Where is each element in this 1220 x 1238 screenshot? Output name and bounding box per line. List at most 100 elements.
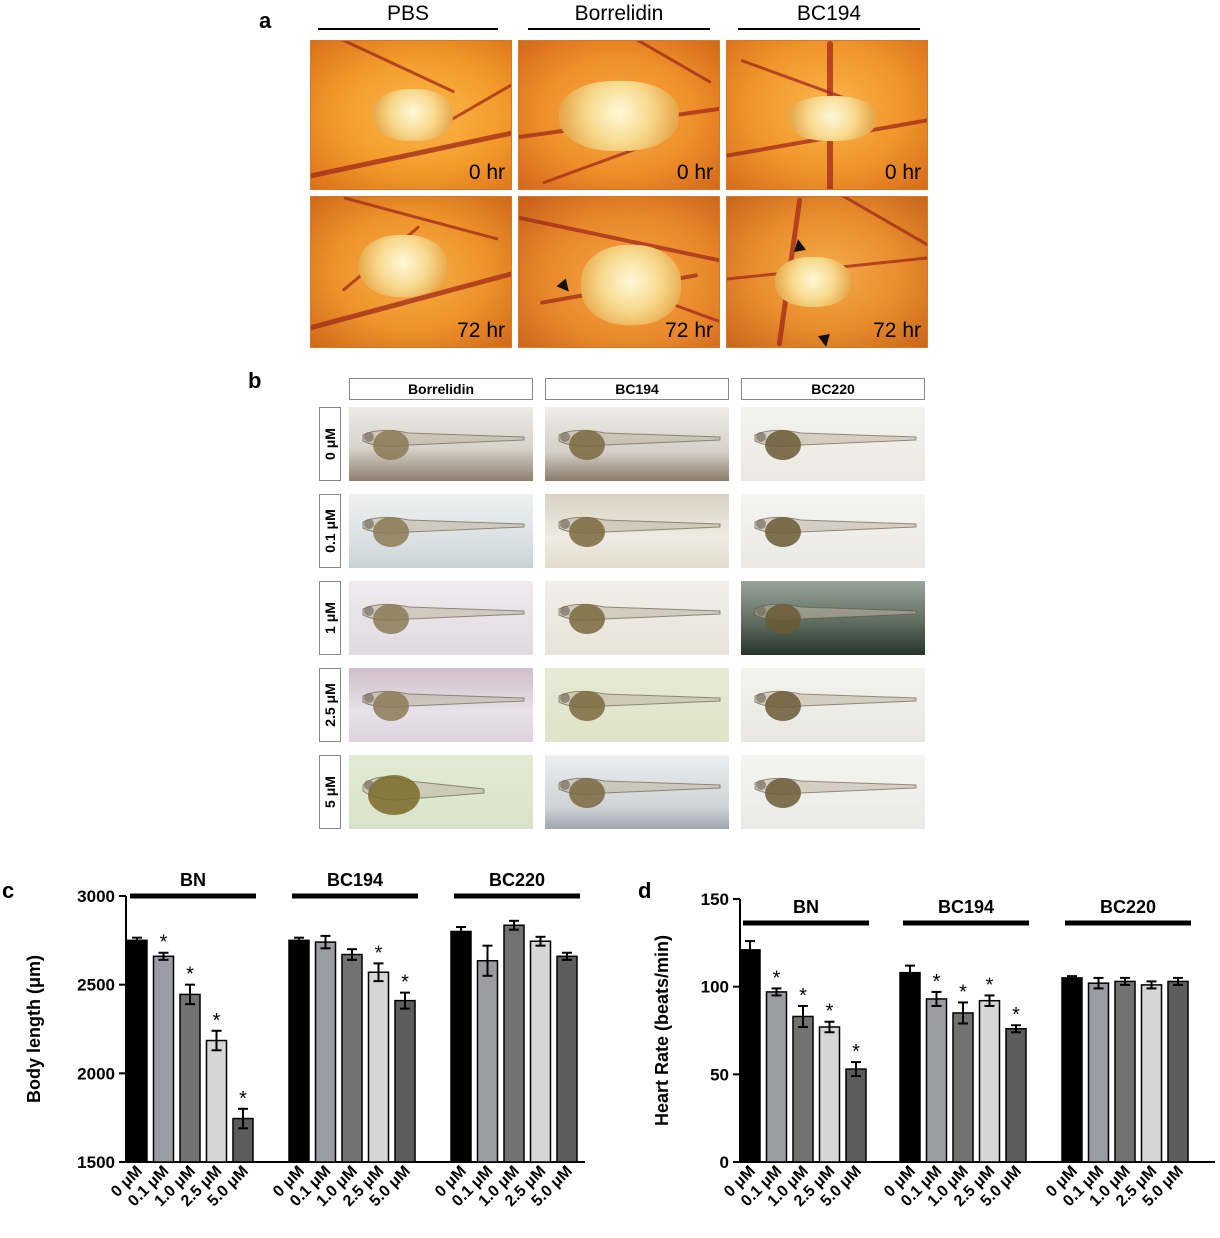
- cam-image-bc194-0hr: 0 hr: [726, 40, 928, 190]
- y-axis-label: Heart Rate (beats/min): [652, 935, 672, 1126]
- zebrafish-image: [545, 494, 729, 568]
- bar: [450, 930, 472, 1163]
- bar: [205, 1039, 228, 1163]
- bar: [899, 971, 921, 1163]
- zebrafish-larva: [754, 516, 917, 547]
- y-tick-label: 2500: [77, 976, 115, 995]
- time-label: 72 hr: [873, 319, 921, 342]
- cam-header-line: [318, 28, 498, 30]
- bar: [818, 1026, 841, 1163]
- zebrafish-larva: [362, 775, 485, 815]
- zebrafish-image: [741, 494, 925, 568]
- bar: [952, 1012, 974, 1163]
- zebrafish-larva: [362, 429, 525, 460]
- zf-header-bc220: BC220: [741, 378, 925, 400]
- bar: [529, 940, 552, 1163]
- zebrafish-image: [349, 755, 533, 829]
- zebrafish-larva: [558, 429, 721, 460]
- panel-b-label: b: [248, 368, 262, 393]
- zebrafish-larva: [558, 690, 721, 721]
- time-label: 72 hr: [665, 319, 713, 342]
- cam-image-pbs-0hr: 0 hr: [310, 40, 512, 190]
- bar: [367, 971, 390, 1163]
- panel-d-label: d: [638, 878, 652, 903]
- y-tick-label: 3000: [77, 887, 115, 906]
- zebrafish-image: [741, 668, 925, 742]
- y-tick-label: 2000: [77, 1064, 115, 1083]
- bar: [1087, 982, 1110, 1163]
- zebrafish-larva: [558, 516, 721, 547]
- cam-header-line: [738, 28, 920, 30]
- bar: [925, 998, 948, 1163]
- time-label: 72 hr: [457, 319, 505, 342]
- zebrafish-larva: [754, 690, 917, 721]
- zebrafish-image: [349, 494, 533, 568]
- group-label: BN: [793, 897, 819, 917]
- significance-star: *: [239, 1088, 247, 1110]
- zebrafish-larva: [362, 603, 525, 634]
- significance-star: *: [986, 974, 994, 996]
- significance-star: *: [213, 1010, 221, 1032]
- significance-star: *: [160, 932, 168, 954]
- zebrafish-larva: [754, 777, 917, 808]
- time-label: 0 hr: [884, 161, 921, 184]
- cam-header-pbs: PBS: [386, 2, 430, 25]
- zf-row-label: 0.1 μM: [319, 494, 341, 568]
- bar: [1167, 980, 1189, 1163]
- cam-header-borrelidin: Borrelidin: [574, 2, 664, 25]
- zf-row-label: 0 μM: [319, 407, 341, 481]
- group-label: BC220: [1100, 897, 1156, 917]
- significance-star: *: [933, 971, 941, 993]
- significance-star: *: [1012, 1004, 1020, 1026]
- zebrafish-image: [545, 755, 729, 829]
- bar: [792, 1015, 814, 1163]
- group-label: BN: [180, 870, 206, 890]
- zebrafish-larva: [362, 516, 525, 547]
- cam-header-line: [528, 28, 710, 30]
- bar: [556, 955, 578, 1163]
- zebrafish-image: [545, 581, 729, 655]
- bar: [179, 993, 201, 1163]
- zebrafish-larva: [754, 603, 917, 634]
- zebrafish-image: [741, 755, 925, 829]
- significance-star: *: [375, 942, 383, 964]
- zebrafish-larva: [362, 690, 525, 721]
- panel-a-label: a: [259, 8, 272, 33]
- y-axis-label: Body length (μm): [24, 955, 44, 1103]
- zebrafish-larva: [754, 429, 917, 460]
- y-tick-label: 100: [701, 978, 729, 997]
- y-tick-label: 150: [701, 890, 729, 909]
- bar: [1005, 1027, 1027, 1163]
- group-label: BC220: [489, 870, 545, 890]
- bar: [314, 941, 337, 1163]
- significance-star: *: [826, 1001, 834, 1023]
- bar: [1140, 984, 1163, 1163]
- bar: [152, 955, 175, 1163]
- bar: [978, 999, 1001, 1163]
- zebrafish-image: [545, 668, 729, 742]
- significance-star: *: [186, 964, 194, 986]
- zf-row-label: 5 μM: [319, 755, 341, 829]
- bar: [1061, 977, 1083, 1163]
- bar: [503, 924, 525, 1163]
- significance-star: *: [799, 985, 807, 1007]
- bar: [765, 991, 788, 1163]
- significance-star: *: [959, 981, 967, 1003]
- bar: [394, 999, 416, 1163]
- zebrafish-image: [349, 581, 533, 655]
- y-tick-label: 50: [710, 1065, 729, 1084]
- panel-c-label: c: [2, 878, 15, 903]
- zf-row-label: 1 μM: [319, 581, 341, 655]
- zebrafish-larva: [558, 777, 721, 808]
- group-label: BC194: [327, 870, 383, 890]
- time-label: 0 hr: [468, 161, 505, 184]
- cam-image-pbs-72hr: 72 hr: [310, 196, 512, 348]
- zebrafish-image: [741, 407, 925, 481]
- zebrafish-image: [349, 407, 533, 481]
- bar: [739, 949, 761, 1163]
- zebrafish-image: [349, 668, 533, 742]
- y-tick-label: 0: [720, 1153, 729, 1172]
- zf-header-bc194: BC194: [545, 378, 729, 400]
- bar: [1114, 980, 1136, 1163]
